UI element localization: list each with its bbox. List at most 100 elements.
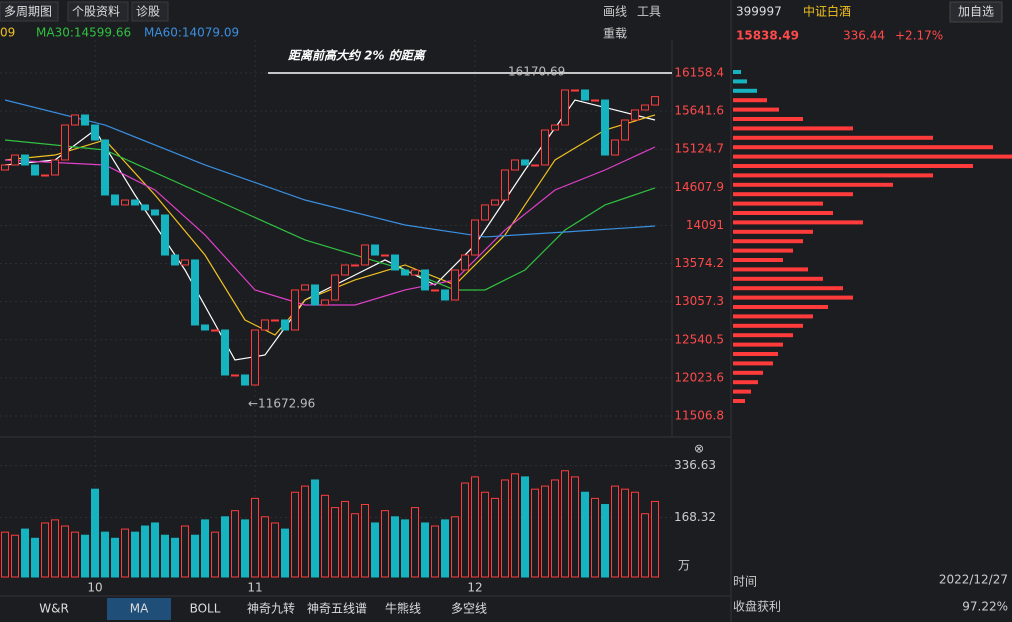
x-tick-label: 11 bbox=[247, 581, 262, 595]
tab[interactable]: MA bbox=[130, 602, 149, 616]
candle bbox=[181, 259, 189, 266]
close-icon: ⊗ bbox=[694, 442, 704, 456]
x-tick-label: 12 bbox=[467, 581, 482, 595]
toolbar-label: 多周期图 bbox=[4, 5, 52, 19]
candle bbox=[391, 254, 399, 271]
profile-bar bbox=[733, 276, 823, 281]
volume-bar bbox=[651, 500, 659, 578]
label: 时间 bbox=[733, 575, 757, 589]
low-label: ←11672.96 bbox=[248, 397, 315, 411]
candle bbox=[541, 129, 549, 166]
volume-bar bbox=[201, 519, 209, 578]
profile-bar bbox=[733, 154, 1012, 159]
volume-bar bbox=[471, 476, 479, 578]
profile-bar bbox=[733, 361, 773, 366]
volume-bar bbox=[391, 516, 399, 578]
candle bbox=[411, 269, 419, 276]
candle bbox=[241, 374, 249, 386]
candle bbox=[451, 269, 459, 301]
toolbar-button[interactable] bbox=[131, 1, 169, 22]
tab[interactable]: W&R bbox=[39, 602, 69, 616]
tab-active[interactable] bbox=[107, 598, 171, 620]
toolbar-button[interactable] bbox=[0, 1, 59, 22]
candle bbox=[501, 169, 509, 201]
label: 收盘获利 bbox=[733, 599, 781, 614]
name: 中证白酒 bbox=[803, 4, 851, 19]
volume-bar bbox=[321, 494, 329, 578]
candle bbox=[441, 289, 449, 301]
candle bbox=[531, 164, 539, 167]
toolbar-label[interactable]: 工具 bbox=[637, 5, 661, 19]
tab[interactable]: 多空线 bbox=[451, 602, 487, 616]
volume-bar bbox=[161, 534, 169, 578]
volume-bar bbox=[531, 488, 539, 578]
volume-bar bbox=[451, 516, 459, 578]
candle bbox=[521, 159, 529, 166]
profile-bar bbox=[733, 220, 863, 225]
profile-bar bbox=[733, 248, 793, 253]
profile-bar bbox=[733, 98, 767, 103]
volume-bar bbox=[431, 525, 439, 578]
tab[interactable]: BOLL bbox=[190, 602, 221, 616]
candle bbox=[211, 329, 219, 332]
volume-bar bbox=[561, 470, 569, 578]
volume-bar bbox=[231, 510, 239, 578]
volume-bar bbox=[411, 507, 419, 578]
vol-unit: 万 bbox=[678, 559, 690, 573]
profile-bar bbox=[733, 88, 757, 93]
volume-bar bbox=[31, 537, 39, 578]
toolbar-label[interactable]: 画线 bbox=[603, 5, 627, 19]
button-label[interactable]: 加自选 bbox=[958, 5, 994, 19]
candle bbox=[301, 284, 309, 291]
toolbar-label: 个股资料 bbox=[72, 5, 120, 19]
candle bbox=[361, 244, 369, 266]
profile-bar bbox=[733, 182, 893, 187]
volume-bar bbox=[91, 488, 99, 578]
candle bbox=[81, 114, 89, 126]
candle bbox=[121, 199, 129, 206]
tab[interactable]: 牛熊线 bbox=[385, 601, 421, 616]
toolbar-label[interactable]: 重载 bbox=[603, 27, 627, 41]
volume-bar bbox=[381, 510, 389, 578]
profile-bar bbox=[733, 258, 783, 262]
volume-bar bbox=[371, 522, 379, 578]
candle bbox=[171, 254, 179, 266]
profile-bar bbox=[733, 380, 758, 385]
volume-bar bbox=[181, 525, 189, 578]
toolbar-button[interactable] bbox=[67, 1, 129, 22]
volume-bar bbox=[441, 519, 449, 578]
volume-bar bbox=[521, 476, 529, 578]
candle bbox=[11, 154, 19, 166]
candle bbox=[421, 269, 429, 291]
candle bbox=[581, 89, 589, 101]
candle bbox=[641, 104, 649, 111]
candle bbox=[201, 324, 209, 331]
profile-bar bbox=[733, 79, 747, 84]
volume-bar bbox=[261, 516, 269, 578]
annotation: 距离前高大约 2% 的距离 bbox=[288, 49, 427, 63]
candle bbox=[611, 139, 619, 156]
toolbar-label: 诊股 bbox=[136, 5, 160, 19]
tab[interactable]: 神奇九转 bbox=[247, 601, 295, 616]
candle bbox=[381, 254, 389, 257]
value: 2022/12/27 bbox=[939, 573, 1008, 587]
profile-bar bbox=[733, 211, 833, 215]
candle bbox=[571, 89, 579, 92]
candle bbox=[481, 204, 489, 221]
change: 336.44 bbox=[843, 29, 885, 43]
candle bbox=[161, 214, 169, 256]
profile-bar bbox=[733, 314, 813, 319]
button[interactable] bbox=[949, 1, 1003, 23]
ma-legend: MA60:14079.09 bbox=[144, 26, 239, 40]
y-tick-label: 15641.6 bbox=[674, 104, 724, 118]
profile-bar bbox=[733, 126, 853, 131]
tab[interactable]: 神奇五线谱 bbox=[307, 602, 367, 616]
profile-bar bbox=[733, 342, 783, 347]
candle bbox=[621, 119, 629, 141]
candle bbox=[351, 264, 359, 267]
profile-bar bbox=[733, 333, 793, 338]
volume-bar bbox=[21, 528, 29, 578]
profile-bar bbox=[733, 323, 803, 328]
